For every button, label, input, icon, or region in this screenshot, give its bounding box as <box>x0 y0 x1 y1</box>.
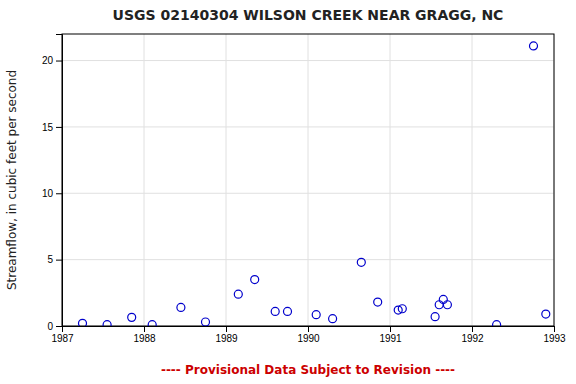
point <box>128 313 136 321</box>
chart: 1987 1988 1989 1990 1991 1992 1993 0 5 10 15 20 USGS… <box>0 0 576 384</box>
point <box>493 321 501 326</box>
point <box>435 301 443 309</box>
point <box>202 318 210 326</box>
y-tick-mark <box>56 326 62 327</box>
y-tick-mark <box>56 260 62 261</box>
y-tick-mark <box>56 127 62 128</box>
y-tick-label: 20 <box>42 55 54 66</box>
title: USGS 02140304 WILSON CREEK NEAR GRAGG, N… <box>113 7 504 23</box>
y-axis-title: Streamflow, in cubic feet per second <box>5 70 19 290</box>
x-grid-line <box>226 34 227 326</box>
y-grid-line <box>62 60 554 61</box>
y-axis: 0 5 10 15 20 <box>42 35 63 332</box>
y-tick: 0 <box>47 321 62 332</box>
x-grid-line <box>308 34 309 326</box>
point <box>234 290 242 298</box>
point <box>284 307 292 315</box>
x-tick: 1989 <box>215 326 238 344</box>
note: ---- Provisional Data Subject to Revisio… <box>161 363 455 377</box>
x-tick-label: 1987 <box>51 333 74 344</box>
point <box>271 307 279 315</box>
point <box>431 313 439 321</box>
point <box>312 311 320 319</box>
x-tick-label: 1988 <box>133 333 156 344</box>
y-tick-mark <box>56 193 62 194</box>
point <box>374 298 382 306</box>
x-tick: 1993 <box>543 326 566 344</box>
point <box>443 301 451 309</box>
x-tick-label: 1993 <box>543 333 566 344</box>
x-tick-label: 1991 <box>379 333 402 344</box>
x-grid-line <box>390 34 391 326</box>
x-tick: 1988 <box>133 326 156 344</box>
y-tick: 10 <box>42 188 62 199</box>
y-tick: 15 <box>42 122 62 133</box>
point <box>542 310 550 318</box>
x-tick-mark <box>226 326 227 332</box>
x-tick-mark <box>390 326 391 332</box>
point <box>439 295 447 303</box>
x-tick: 1991 <box>379 326 402 344</box>
y-grid-line <box>62 126 554 127</box>
x-tick: 1992 <box>461 326 484 344</box>
x-tick-mark <box>554 326 555 332</box>
x-tick-mark <box>144 326 145 332</box>
x-tick-label: 1990 <box>297 333 320 344</box>
point <box>357 258 365 266</box>
x-tick: 1990 <box>297 326 320 344</box>
y-tick: 20 <box>42 55 62 66</box>
x-tick-mark <box>472 326 473 332</box>
point <box>177 303 185 311</box>
x-tick-label: 1992 <box>461 333 484 344</box>
x-axis: 1987 1988 1989 1990 1991 1992 1993 <box>51 326 566 344</box>
point <box>251 276 259 284</box>
y-grid-line <box>62 193 554 194</box>
y-tick-label: 0 <box>47 321 53 332</box>
x-axis-line <box>63 327 555 333</box>
x-grid-line <box>472 34 473 326</box>
x-tick-label: 1989 <box>215 333 238 344</box>
point <box>103 321 111 326</box>
y-grid-line <box>62 259 554 260</box>
y-tick-label: 10 <box>42 188 54 199</box>
points <box>79 42 550 326</box>
point <box>79 319 87 326</box>
y-tick-label: 5 <box>47 254 53 265</box>
point <box>148 321 156 326</box>
point <box>329 315 337 323</box>
grid <box>62 34 554 326</box>
y-tick: 5 <box>47 254 62 265</box>
point <box>398 305 406 313</box>
x-tick: 1987 <box>51 326 74 344</box>
plot-frame <box>62 34 554 326</box>
x-tick-mark <box>308 326 309 332</box>
y-tick-mark <box>56 61 62 62</box>
x-grid-line <box>144 34 145 326</box>
point <box>530 42 538 50</box>
plot: 1987 1988 1989 1990 1991 1992 1993 0 5 10 15 20 <box>42 34 566 344</box>
y-tick-label: 15 <box>42 122 54 133</box>
